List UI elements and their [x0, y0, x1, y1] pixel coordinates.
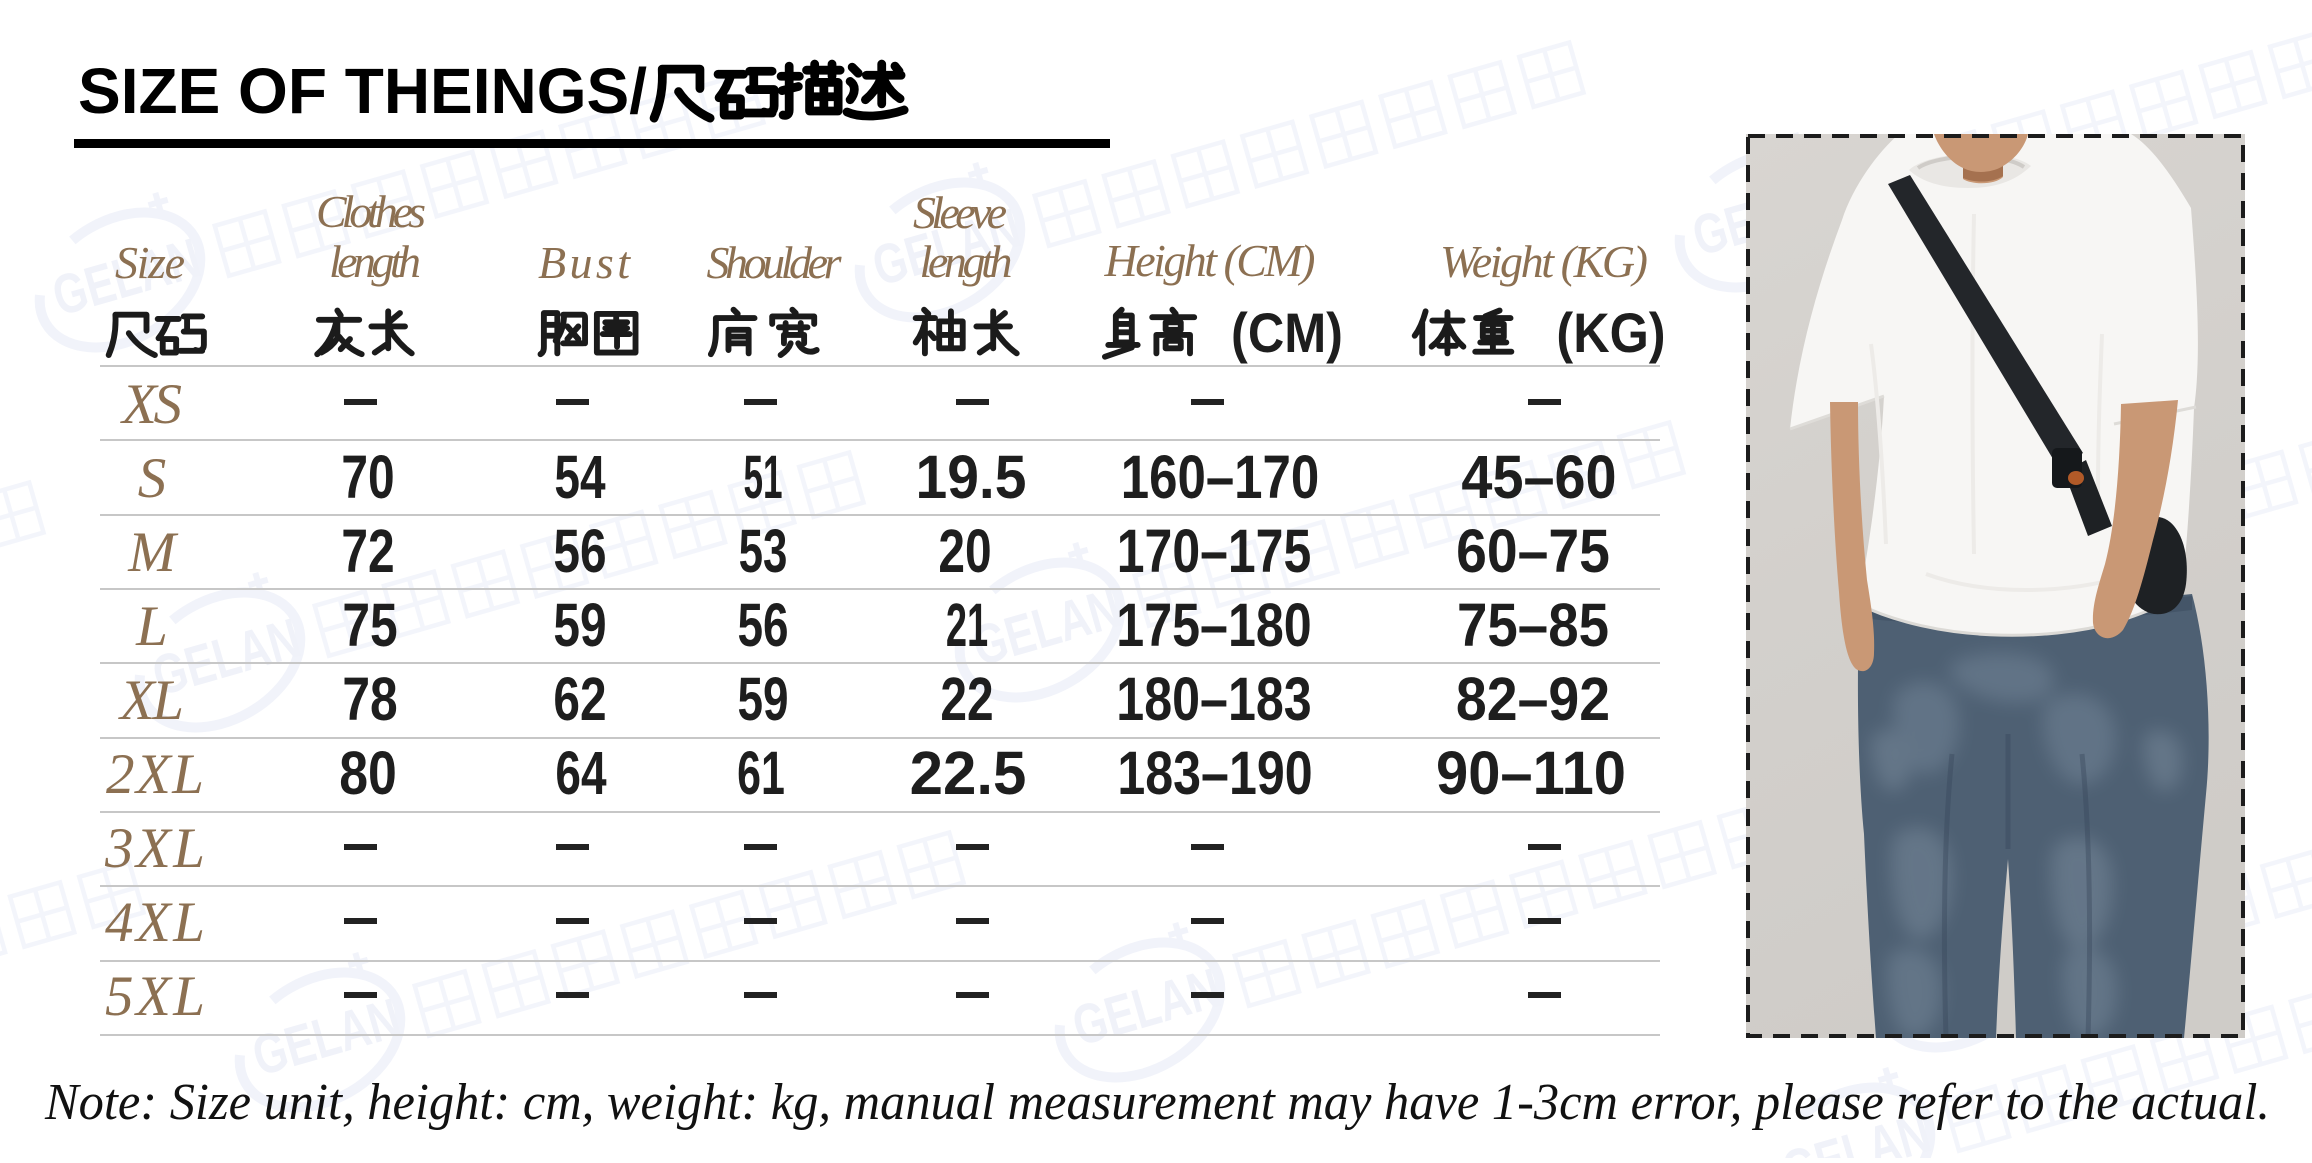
svg-text:19.5: 19.5 — [915, 443, 1026, 511]
svg-text:62: 62 — [553, 664, 606, 733]
svg-text:22: 22 — [940, 664, 993, 733]
svg-text:54: 54 — [554, 444, 605, 512]
svg-text:Shoulder: Shoulder — [707, 237, 843, 288]
svg-text:56: 56 — [737, 592, 788, 660]
svg-text:2XL: 2XL — [106, 743, 204, 806]
svg-text:Height (CM): Height (CM) — [1104, 235, 1316, 286]
svg-text:20: 20 — [938, 516, 991, 585]
svg-text:Sleeve: Sleeve — [913, 187, 1007, 238]
svg-text:21: 21 — [946, 591, 988, 659]
svg-text:length: length — [920, 236, 1013, 287]
svg-text:Size: Size — [115, 237, 185, 288]
svg-text:183–190: 183–190 — [1117, 738, 1312, 807]
svg-text:160–170: 160–170 — [1121, 443, 1320, 511]
svg-text:M: M — [127, 521, 179, 584]
svg-text:XS: XS — [120, 373, 182, 436]
svg-text:Bust: Bust — [538, 237, 631, 288]
svg-text:22.5: 22.5 — [910, 739, 1027, 808]
svg-text:Weight (KG): Weight (KG) — [1440, 236, 1648, 287]
svg-text:S: S — [138, 447, 167, 510]
svg-text:180–183: 180–183 — [1116, 664, 1311, 733]
svg-text:(KG): (KG) — [1556, 303, 1665, 365]
svg-text:59: 59 — [553, 590, 606, 659]
svg-text:175–180: 175–180 — [1116, 590, 1311, 659]
svg-text:L: L — [135, 595, 168, 658]
svg-text:Clothes: Clothes — [316, 186, 426, 237]
svg-text:51: 51 — [743, 443, 782, 512]
svg-text:64: 64 — [555, 740, 606, 808]
svg-text:72: 72 — [341, 516, 394, 585]
svg-text:length: length — [329, 236, 421, 287]
svg-text:5XL: 5XL — [105, 965, 205, 1028]
svg-text:53: 53 — [739, 518, 788, 586]
svg-text:3XL: 3XL — [104, 817, 205, 880]
svg-text:80: 80 — [339, 739, 397, 807]
svg-text:Note: Size unit, height: cm, w: Note: Size unit, height: cm, weight: kg,… — [44, 1074, 2270, 1131]
svg-text:75: 75 — [342, 591, 397, 659]
svg-text:XL: XL — [118, 669, 184, 732]
svg-text:4XL: 4XL — [105, 891, 205, 954]
svg-text:60–75: 60–75 — [1456, 518, 1610, 586]
svg-text:75–85: 75–85 — [1457, 592, 1609, 659]
svg-text:(CM): (CM) — [1231, 303, 1343, 365]
svg-text:90–110: 90–110 — [1436, 739, 1626, 808]
svg-text:SIZE OF THEINGS/: SIZE OF THEINGS/ — [78, 55, 647, 127]
svg-text:56: 56 — [553, 516, 606, 585]
svg-text:78: 78 — [342, 665, 397, 733]
svg-text:59: 59 — [737, 666, 788, 734]
svg-text:70: 70 — [341, 442, 394, 511]
svg-text:82–92: 82–92 — [1456, 666, 1610, 734]
svg-text:170–175: 170–175 — [1117, 517, 1311, 585]
svg-text:61: 61 — [737, 740, 785, 808]
svg-text:45–60: 45–60 — [1461, 444, 1616, 512]
